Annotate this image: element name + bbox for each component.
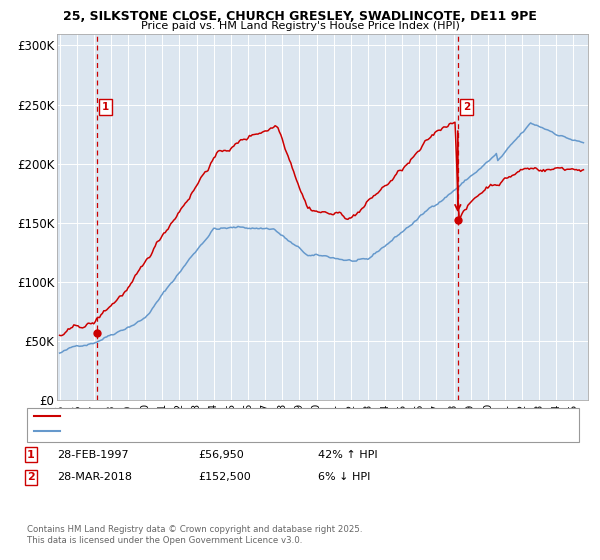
Text: 6% ↓ HPI: 6% ↓ HPI — [318, 472, 370, 482]
Text: Contains HM Land Registry data © Crown copyright and database right 2025.
This d: Contains HM Land Registry data © Crown c… — [27, 525, 362, 545]
Text: Price paid vs. HM Land Registry's House Price Index (HPI): Price paid vs. HM Land Registry's House … — [140, 21, 460, 31]
Text: 42% ↑ HPI: 42% ↑ HPI — [318, 450, 377, 460]
Text: £56,950: £56,950 — [198, 450, 244, 460]
Text: 25, SILKSTONE CLOSE, CHURCH GRESLEY, SWADLINCOTE, DE11 9PE (semi-detached house): 25, SILKSTONE CLOSE, CHURCH GRESLEY, SWA… — [63, 411, 514, 421]
Text: 1: 1 — [27, 450, 35, 460]
Text: 2: 2 — [463, 102, 470, 112]
Text: £152,500: £152,500 — [198, 472, 251, 482]
Text: 25, SILKSTONE CLOSE, CHURCH GRESLEY, SWADLINCOTE, DE11 9PE: 25, SILKSTONE CLOSE, CHURCH GRESLEY, SWA… — [63, 10, 537, 23]
Text: 28-MAR-2018: 28-MAR-2018 — [57, 472, 132, 482]
Text: 2: 2 — [27, 472, 35, 482]
Text: 1: 1 — [102, 102, 109, 112]
Text: 28-FEB-1997: 28-FEB-1997 — [57, 450, 128, 460]
Text: HPI: Average price, semi-detached house, South Derbyshire: HPI: Average price, semi-detached house,… — [63, 426, 356, 436]
